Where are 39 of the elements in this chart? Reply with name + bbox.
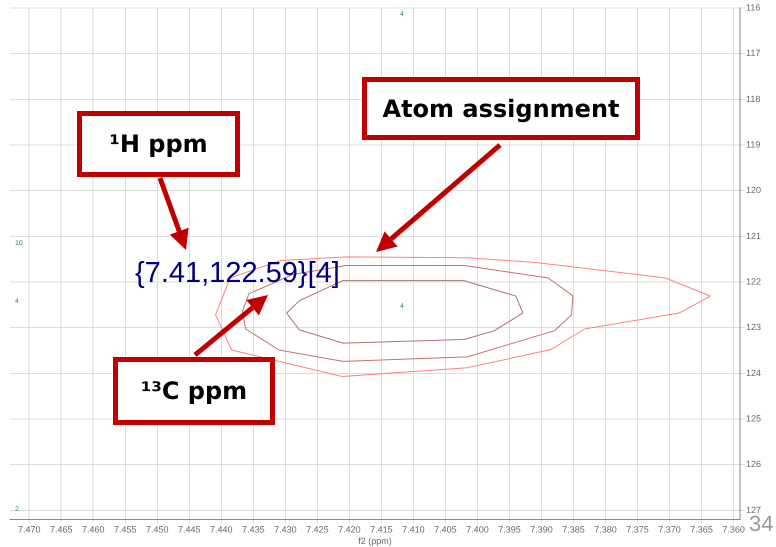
y-tick-label: 118 (746, 94, 760, 104)
x-tick-label: 7.430 (274, 524, 297, 534)
x-tick-label: 7.375 (626, 524, 649, 534)
x-tick-label: 7.365 (690, 524, 713, 534)
annotation: ¹H ppm (77, 111, 240, 177)
y-tick-label: 123 (746, 322, 762, 332)
x-tick-label: 7.385 (562, 524, 585, 534)
y-tick-label: 116 (746, 2, 760, 12)
x-tick-label: 7.370 (658, 524, 681, 534)
x-tick-label: 7.445 (178, 524, 201, 534)
x-tick-label: 7.425 (306, 524, 329, 534)
y-tick-label: 126 (746, 459, 762, 470)
x-tick-label: 7.410 (402, 524, 425, 534)
x-tick-label: 7.435 (242, 524, 265, 534)
x-tick-label: 7.440 (210, 524, 233, 534)
y-tick-label: 121 (746, 230, 762, 241)
y-tick-label: 122 (746, 276, 762, 286)
x-tick-label: 7.380 (594, 524, 617, 534)
x-tick-label: 7.400 (466, 524, 489, 534)
x-tick-label: 7.390 (530, 524, 553, 534)
y-tick-label: 125 (746, 413, 762, 424)
x-tick-label: 7.405 (434, 524, 457, 534)
y-tick-label: 117 (746, 48, 760, 58)
x-tick-label: 7.450 (146, 524, 169, 534)
annotation: Atom assignment (362, 77, 640, 140)
x-axis-title: f2 (ppm) (358, 536, 392, 546)
annotation: ¹³C ppm (113, 357, 275, 425)
x-tick-label: 7.460 (82, 524, 105, 534)
x-tick-label: 7.395 (498, 524, 521, 534)
x-tick-label: 7.470 (18, 524, 40, 534)
y-tick-label: 120 (746, 185, 762, 196)
y-tick-label: 119 (746, 139, 760, 150)
x-tick-label: 7.360 (722, 524, 745, 534)
x-tick-label: 7.465 (50, 524, 72, 534)
y-tick-label: 127 (746, 504, 762, 515)
x-tick-label: 7.415 (370, 524, 393, 534)
x-tick-label: 7.420 (338, 524, 361, 534)
y-tick-label: 124 (746, 368, 762, 378)
x-tick-label: 7.455 (114, 524, 137, 534)
